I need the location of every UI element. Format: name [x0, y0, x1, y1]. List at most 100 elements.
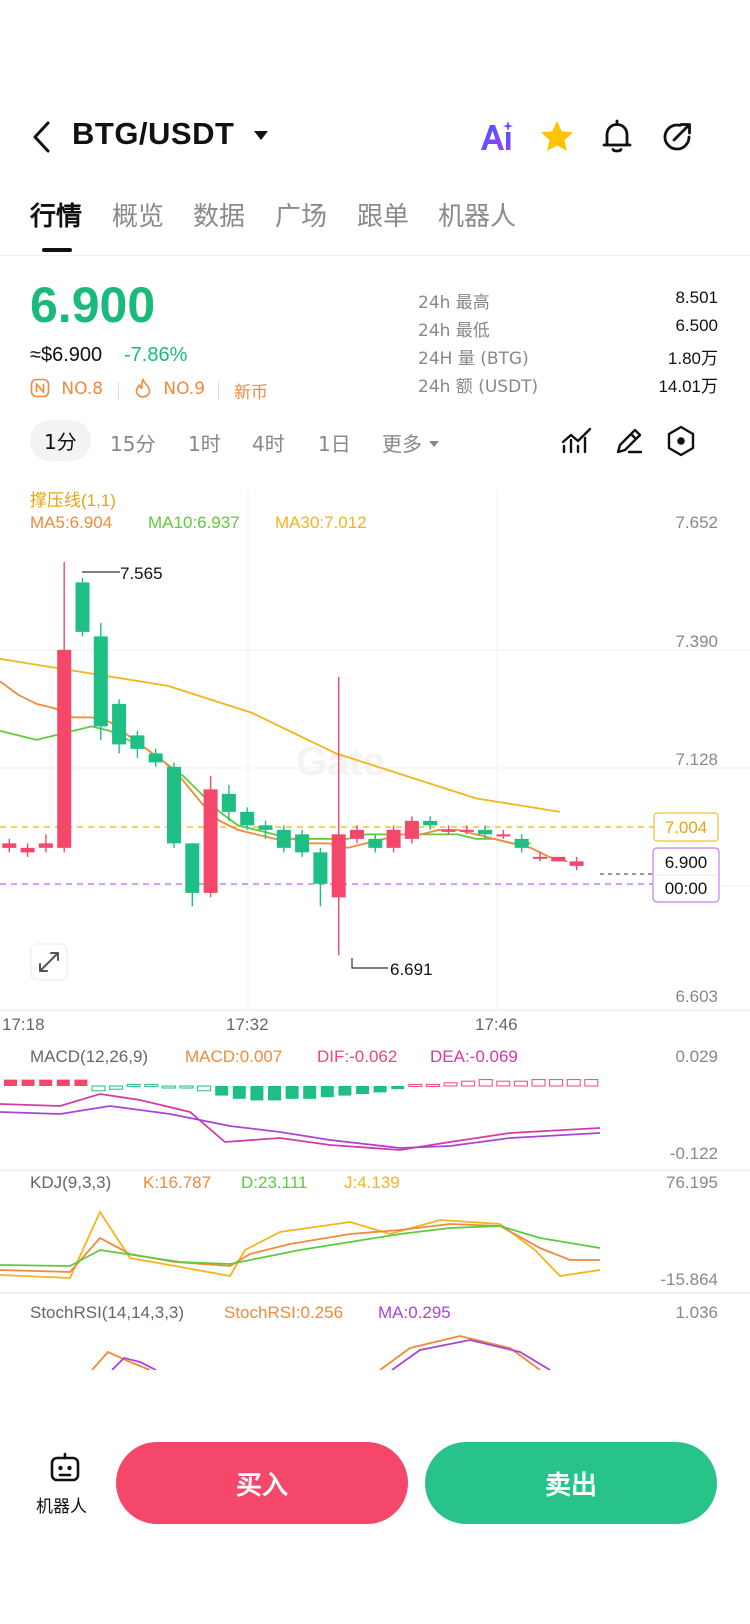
candle-body — [75, 582, 90, 632]
stat-volume: 24H 量 (BTG) 1.80万 — [418, 344, 718, 372]
candle-body — [2, 843, 17, 848]
stat-high: 24h 最高 8.501 — [418, 288, 718, 316]
kdj-y-tick: 76.195 — [666, 1173, 718, 1192]
rank-badge-icon — [30, 378, 50, 398]
trading-pair-title[interactable]: BTG/USDT — [72, 116, 235, 151]
macd-bar — [443, 1082, 458, 1087]
interval-4h[interactable]: 4时 — [252, 432, 285, 456]
rank-tag-1[interactable]: NO.8 — [30, 378, 103, 399]
tab-data[interactable]: 数据 — [193, 202, 246, 232]
candle-body — [551, 856, 566, 862]
watermark: Gate — [296, 740, 385, 784]
sr-price-badge — [653, 812, 719, 842]
tab-copy-trade[interactable]: 跟单 — [357, 202, 410, 232]
tab-square[interactable]: 广场 — [275, 202, 328, 232]
macd-bar — [285, 1086, 299, 1099]
caret-down-icon — [429, 441, 439, 447]
stochrsi-title: StochRSI(14,14,3,3) — [30, 1303, 184, 1322]
y-tick: 7.390 — [675, 632, 718, 651]
tab-overview[interactable]: 概览 — [112, 202, 165, 232]
macd-bar — [425, 1083, 440, 1087]
kline-chart[interactable]: Gate 撑压线(1,1) MA5:6.904 MA10:6.937 MA30:… — [0, 490, 750, 1371]
macd-bar — [232, 1086, 246, 1099]
interval-15m[interactable]: 15分 — [110, 432, 156, 456]
macd-bar — [478, 1079, 493, 1087]
candle-body — [203, 789, 218, 893]
tab-market[interactable]: 行情 — [30, 202, 83, 232]
sell-button[interactable]: 卖出 — [425, 1442, 717, 1524]
flame-icon — [135, 378, 151, 398]
bell-alert-icon[interactable] — [598, 118, 636, 156]
kdj-j-line — [0, 1210, 601, 1279]
share-icon[interactable] — [658, 118, 696, 156]
candle-body — [240, 811, 255, 826]
candle-body — [295, 834, 310, 853]
stochrsi-ma-line-2 — [391, 1339, 551, 1371]
draw-pen-icon[interactable] — [612, 424, 646, 458]
rank-tag-2[interactable]: NO.9 — [134, 378, 205, 399]
macd-bar — [179, 1085, 194, 1089]
stat-value: 8.501 — [675, 288, 718, 307]
kdj-y-tick: -15.864 — [660, 1270, 718, 1289]
last-price-badge-value: 6.900 — [665, 853, 708, 872]
kdj-title: KDJ(9,3,3) — [30, 1173, 111, 1192]
stochrsi-ma-line — [111, 1357, 157, 1371]
candle-body — [404, 820, 419, 839]
candle-body — [112, 703, 127, 745]
robot-icon[interactable] — [48, 1452, 82, 1484]
stat-label: 24h 最低 — [418, 321, 490, 341]
robot-label[interactable]: 机器人 — [36, 1497, 87, 1517]
stochrsi-ma-value: MA:0.295 — [378, 1303, 451, 1322]
candle-body — [441, 829, 456, 832]
x-tick: 17:46 — [475, 1015, 518, 1034]
macd-bar — [21, 1079, 35, 1086]
tab-bot[interactable]: 机器人 — [438, 202, 517, 232]
stat-label: 24h 额 (USDT) — [418, 377, 539, 397]
star-favorite-icon[interactable] — [538, 118, 576, 156]
rank-tag-2-label: NO.9 — [163, 379, 206, 399]
caret-down-icon[interactable] — [252, 128, 270, 142]
stat-value: 14.01万 — [658, 377, 718, 396]
stat-turnover: 24h 额 (USDT) 14.01万 — [418, 372, 718, 400]
y-tick: 7.652 — [675, 513, 718, 532]
macd-bar — [250, 1086, 264, 1101]
macd-bar — [320, 1086, 334, 1098]
ma5-legend: MA5:6.904 — [30, 513, 112, 532]
candle-body — [350, 829, 364, 839]
stochrsi-line — [91, 1350, 151, 1371]
candle-body — [569, 861, 584, 866]
macd-value: MACD:0.007 — [185, 1047, 282, 1066]
ai-icon[interactable] — [478, 118, 516, 156]
stat-label: 24h 最高 — [418, 293, 490, 313]
x-tick: 17:18 — [2, 1015, 45, 1034]
interval-1m[interactable]: 1分 — [30, 420, 91, 461]
macd-bar — [338, 1086, 352, 1096]
candle-body — [313, 852, 328, 884]
kline-chart-svg[interactable]: Gate 撑压线(1,1) MA5:6.904 MA10:6.937 MA30:… — [0, 490, 750, 1371]
candle-body — [167, 766, 181, 844]
expand-icon — [39, 952, 59, 972]
new-coin-tag[interactable]: 新币 — [234, 383, 268, 403]
x-tick: 17:32 — [226, 1015, 269, 1034]
stochrsi-y-tick: 1.036 — [675, 1303, 718, 1322]
candle-body — [533, 856, 547, 859]
interval-more[interactable]: 更多 — [382, 428, 440, 457]
ma30-legend: MA30:7.012 — [275, 513, 367, 532]
indicator-icon[interactable] — [560, 424, 594, 458]
candle-body — [148, 753, 163, 763]
stat-label: 24H 量 (BTG) — [418, 349, 529, 369]
stochrsi-line-2 — [379, 1335, 541, 1371]
header: BTG/USDT — [0, 108, 750, 168]
buy-button[interactable]: 买入 — [116, 1442, 408, 1524]
chart-settings-icon[interactable] — [664, 424, 698, 458]
candle-body — [185, 843, 200, 893]
macd-bar — [496, 1080, 511, 1087]
fullscreen-expand-button[interactable] — [30, 943, 68, 981]
candle-countdown: 00:00 — [665, 879, 708, 898]
dea-line — [0, 1105, 601, 1149]
macd-bar — [126, 1083, 141, 1087]
24h-stats: 24h 最高 8.501 24h 最低 6.500 24H 量 (BTG) 1.80万… — [418, 288, 718, 400]
back-arrow-icon[interactable] — [28, 120, 58, 154]
interval-1d[interactable]: 1日 — [318, 432, 351, 456]
interval-1h[interactable]: 1时 — [188, 432, 221, 456]
